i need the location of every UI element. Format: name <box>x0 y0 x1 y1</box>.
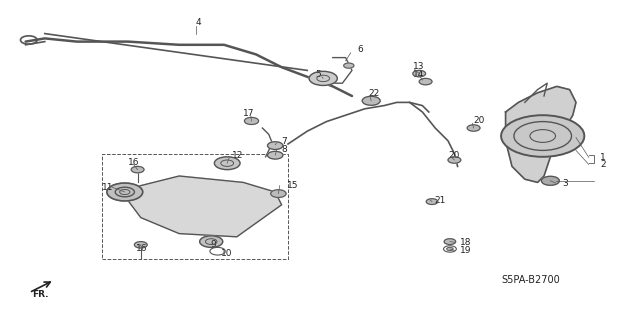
Circle shape <box>131 166 144 173</box>
Circle shape <box>134 242 147 248</box>
Text: 4: 4 <box>195 18 201 27</box>
Text: 1: 1 <box>600 153 606 162</box>
Text: 5: 5 <box>315 70 321 79</box>
Circle shape <box>419 78 432 85</box>
Text: 14: 14 <box>413 70 424 79</box>
Text: 16: 16 <box>136 244 147 253</box>
Text: 11: 11 <box>102 183 114 192</box>
Text: 2: 2 <box>600 160 606 169</box>
Text: 20: 20 <box>474 116 485 124</box>
Text: 13: 13 <box>413 62 424 71</box>
Text: 10: 10 <box>221 249 232 258</box>
Circle shape <box>467 125 480 131</box>
Circle shape <box>107 183 143 201</box>
Polygon shape <box>506 86 576 182</box>
Circle shape <box>268 142 283 149</box>
Bar <box>102 154 288 259</box>
Circle shape <box>200 236 223 247</box>
Text: 8: 8 <box>282 145 287 154</box>
Text: S5PA-B2700: S5PA-B2700 <box>502 275 561 285</box>
Text: 3: 3 <box>562 179 568 188</box>
Circle shape <box>271 190 286 197</box>
Circle shape <box>444 239 456 244</box>
Text: 12: 12 <box>232 151 244 160</box>
Circle shape <box>426 199 438 204</box>
Circle shape <box>447 247 453 251</box>
Text: 9: 9 <box>210 240 216 249</box>
Text: FR.: FR. <box>32 290 49 299</box>
Circle shape <box>309 71 337 85</box>
Text: 16: 16 <box>128 158 140 167</box>
Circle shape <box>541 176 559 185</box>
Text: 20: 20 <box>448 151 460 160</box>
Text: 6: 6 <box>357 45 363 54</box>
Text: 7: 7 <box>282 137 287 146</box>
Text: ◄: ◄ <box>20 283 31 296</box>
Circle shape <box>268 151 283 159</box>
Text: 17: 17 <box>243 109 255 118</box>
Text: 19: 19 <box>460 246 471 255</box>
Text: 21: 21 <box>434 196 445 204</box>
Circle shape <box>413 70 426 77</box>
Circle shape <box>362 96 380 105</box>
Text: 18: 18 <box>460 238 471 247</box>
Circle shape <box>448 157 461 163</box>
Circle shape <box>244 117 259 124</box>
Text: 15: 15 <box>287 181 298 190</box>
Circle shape <box>214 157 240 170</box>
Text: 22: 22 <box>368 89 380 98</box>
Polygon shape <box>122 176 282 237</box>
Circle shape <box>344 63 354 68</box>
Circle shape <box>501 115 584 157</box>
